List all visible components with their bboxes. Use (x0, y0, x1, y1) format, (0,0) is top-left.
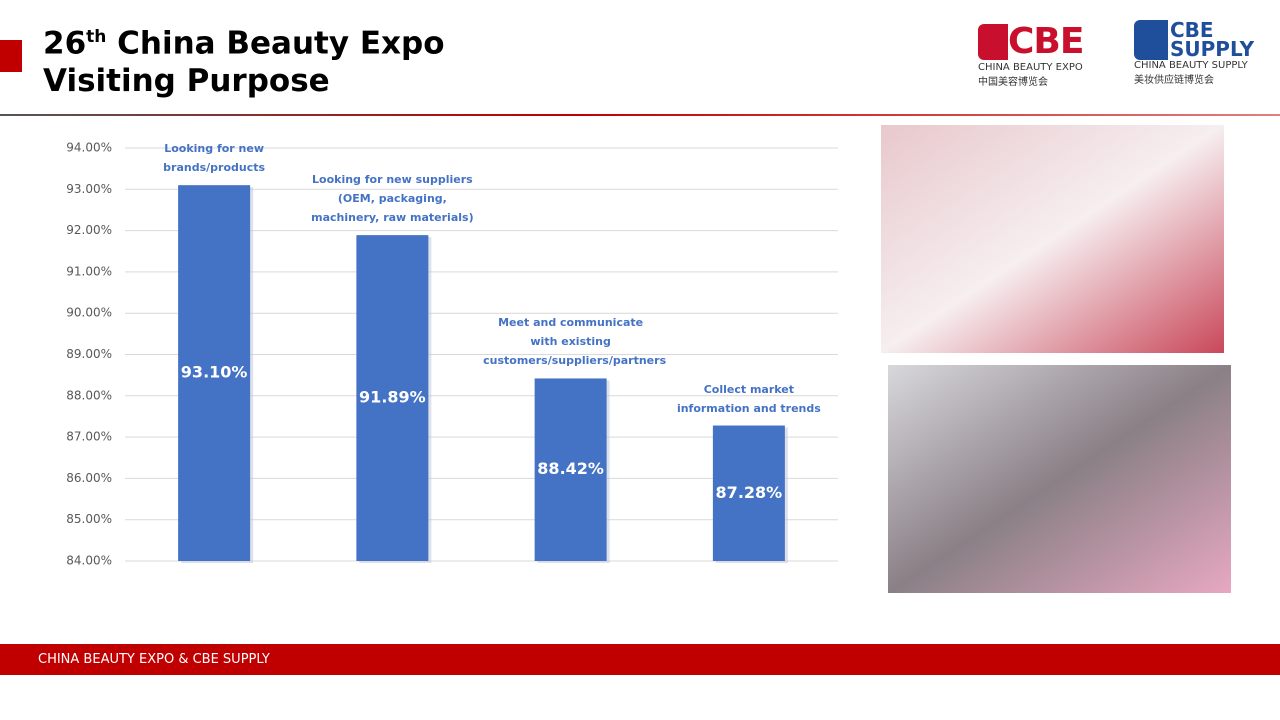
slide-title: 26th China Beauty Expo Visiting Purpose (43, 18, 445, 100)
supply-logo: CBE SUPPLY CHINA BEAUTY SUPPLY 美妆供应链博览会 (1134, 20, 1264, 86)
header-rule (0, 114, 1280, 116)
y-tick-label: 84.00% (66, 554, 112, 568)
y-tick-label: 91.00% (66, 264, 112, 278)
bar (178, 185, 251, 562)
title-line2: Visiting Purpose (43, 63, 330, 100)
footer-bar (0, 644, 1280, 675)
logo-mark: CBE (1008, 21, 1084, 62)
value-label: 87.28% (716, 483, 783, 502)
accent-square (0, 40, 22, 72)
y-tick-label: 86.00% (66, 471, 112, 485)
y-tick-label: 90.00% (66, 306, 112, 320)
bar (534, 378, 607, 561)
y-tick-label: 92.00% (66, 223, 112, 237)
title-rest: China Beauty Expo (117, 25, 445, 62)
title-suffix: th (86, 27, 107, 47)
value-label: 93.10% (181, 363, 248, 382)
logo-name: CHINA BEAUTY EXPO (978, 62, 1083, 73)
photo (888, 365, 1231, 593)
category-label: Collect market information and trends (676, 382, 821, 415)
bar (712, 425, 785, 561)
photo (881, 125, 1224, 353)
value-label: 88.42% (537, 459, 604, 478)
y-tick-label: 88.00% (66, 388, 112, 402)
y-tick-label: 85.00% (66, 512, 112, 526)
y-tick-label: 89.00% (66, 347, 112, 361)
category-label: Meet and communicate with existing custo… (483, 316, 667, 368)
bar (356, 235, 429, 561)
logo-mark: SUPPLY (1170, 37, 1255, 61)
logo-name: CHINA BEAUTY SUPPLY (1134, 60, 1248, 71)
y-tick-label: 94.00% (66, 141, 112, 155)
logo-name-cn: 中国美容博览会 (978, 77, 1048, 88)
cbe-logo: CBE CHINA BEAUTY EXPO 中国美容博览会 (978, 22, 1108, 88)
logo-mark: CBE (1170, 18, 1214, 42)
title-number: 26 (43, 25, 87, 62)
value-label: 91.89% (359, 388, 426, 407)
y-tick-label: 87.00% (66, 430, 112, 444)
category-label: Looking for new suppliers (OEM, packagin… (311, 173, 474, 225)
footer-text: CHINA BEAUTY EXPO & CBE SUPPLY (38, 652, 270, 667)
category-label: Looking for new brands/products (163, 142, 266, 175)
y-tick-label: 93.00% (66, 182, 112, 196)
logo-name-cn: 美妆供应链博览会 (1134, 75, 1214, 86)
